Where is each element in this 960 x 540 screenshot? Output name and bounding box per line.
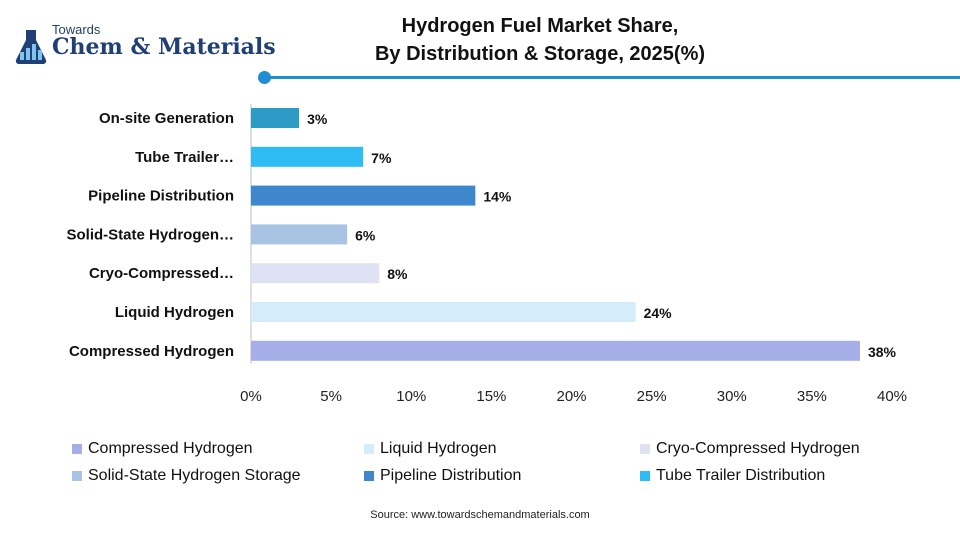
legend-item: Compressed Hydrogen: [72, 440, 253, 458]
x-tick-label: 10%: [396, 388, 426, 405]
x-tick-label: 40%: [877, 388, 907, 405]
bar: [251, 263, 380, 284]
category-label: Cryo-Compressed…: [89, 265, 234, 282]
data-label: 24%: [644, 305, 673, 321]
brand-towards: Towards: [52, 22, 101, 37]
legend-swatch: [72, 444, 82, 454]
bar: [251, 185, 476, 206]
title-rule: [266, 76, 960, 79]
legend-swatch: [640, 471, 650, 481]
bar: [251, 146, 364, 167]
category-label: On-site Generation: [99, 110, 234, 127]
data-label: 6%: [355, 227, 376, 243]
category-label: Compressed Hydrogen: [69, 343, 234, 360]
data-label: 3%: [307, 111, 328, 127]
bar: [251, 340, 860, 361]
brand-logo: Towards Chem & Materials: [14, 22, 276, 70]
x-tick-label: 35%: [797, 388, 827, 405]
bar: [251, 302, 636, 322]
category-label: Solid-State Hydrogen…: [66, 226, 234, 243]
x-tick-label: 25%: [637, 388, 667, 405]
x-tick-label: 20%: [556, 388, 586, 405]
legend-swatch: [364, 444, 374, 454]
legend-swatch: [72, 471, 82, 481]
data-label: 14%: [483, 189, 512, 205]
legend-label: Cryo-Compressed Hydrogen: [656, 440, 860, 457]
title-rule-dot: [258, 71, 271, 84]
category-label: Tube Trailer…: [135, 149, 234, 166]
legend-label: Liquid Hydrogen: [380, 440, 497, 457]
legend-swatch: [364, 471, 374, 481]
chart-title-line-1: Hydrogen Fuel Market Share,: [401, 15, 679, 37]
x-tick-label: 5%: [320, 388, 342, 405]
chart-title: Hydrogen Fuel Market Share, By Distribut…: [330, 12, 750, 68]
data-label: 38%: [868, 344, 897, 360]
legend-label: Tube Trailer Distribution: [656, 467, 826, 484]
bar: [251, 224, 348, 245]
category-label: Pipeline Distribution: [88, 188, 234, 205]
brand-name: Chem & Materials: [52, 34, 276, 60]
data-label: 7%: [371, 150, 392, 166]
bar-chart: On-site Generation 3% Tube Trailer… 7% Pipel…: [66, 104, 907, 405]
legend-label: Compressed Hydrogen: [88, 440, 253, 457]
chart-legend: Compressed Hydrogen Liquid Hydrogen Cryo-C…: [72, 440, 932, 496]
x-tick-label: 15%: [476, 388, 506, 405]
legend-item: Tube Trailer Distribution: [640, 467, 825, 485]
chart-title-line-2: By Distribution & Storage, 2025(%): [374, 43, 706, 65]
bar: [251, 108, 300, 128]
legend-item: Liquid Hydrogen: [364, 440, 497, 458]
legend-swatch: [640, 444, 650, 454]
legend-item: Solid-State Hydrogen Storage: [72, 467, 301, 485]
legend-label: Solid-State Hydrogen Storage: [88, 467, 301, 484]
x-tick-label: 30%: [717, 388, 747, 405]
category-label: Liquid Hydrogen: [115, 304, 234, 321]
flask-icon: [15, 30, 47, 65]
legend-item: Pipeline Distribution: [364, 467, 521, 485]
legend-label: Pipeline Distribution: [380, 467, 522, 484]
data-label: 8%: [387, 266, 408, 282]
source-note: Source: www.towardschemandmaterials.com: [370, 509, 590, 521]
legend-item: Cryo-Compressed Hydrogen: [640, 440, 860, 458]
x-tick-label: 0%: [240, 388, 262, 405]
